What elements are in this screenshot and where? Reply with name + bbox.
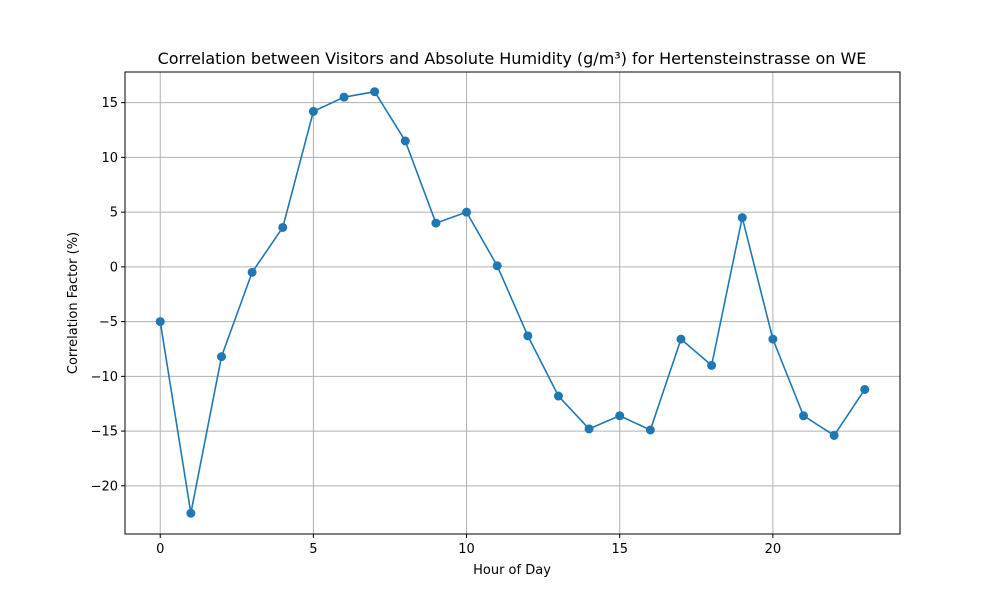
y-tick-label: −10	[91, 370, 118, 385]
data-point	[186, 508, 196, 518]
data-point	[645, 425, 655, 435]
data-point	[462, 207, 472, 217]
data-point	[216, 352, 226, 362]
data-point	[308, 106, 318, 116]
data-point	[860, 384, 870, 394]
data-point	[155, 317, 165, 327]
data-point	[737, 213, 747, 223]
x-tick-label: 20	[765, 542, 782, 557]
data-point	[707, 360, 717, 370]
y-tick-label: −20	[91, 479, 118, 494]
y-tick-label: 15	[101, 96, 118, 111]
series-group	[155, 87, 870, 518]
data-point	[829, 430, 839, 440]
data-point	[615, 411, 625, 421]
x-tick-label: 10	[458, 542, 475, 557]
data-point	[492, 261, 502, 271]
y-axis-label: Correlation Factor (%)	[66, 232, 81, 374]
data-point	[400, 136, 410, 146]
y-axis: −20 −15 −10 −5 0 5 10 15	[91, 96, 125, 494]
x-axis-label: Hour of Day	[473, 563, 551, 578]
data-point	[676, 334, 686, 344]
data-point	[523, 331, 533, 341]
y-tick-label: 10	[101, 151, 118, 166]
y-tick-label: 5	[110, 206, 118, 221]
data-point	[339, 92, 349, 102]
series-line	[159, 90, 866, 515]
data-point	[370, 87, 380, 97]
grid	[125, 72, 900, 534]
x-axis: 0 5 10 15 20	[156, 534, 781, 557]
y-tick-label: −5	[99, 315, 118, 330]
x-tick-label: 5	[309, 542, 317, 557]
y-tick-label: −15	[91, 425, 118, 440]
data-point	[768, 334, 778, 344]
y-tick-label: 0	[110, 260, 118, 275]
plot-frame	[124, 71, 901, 535]
data-point	[278, 222, 288, 232]
data-point	[247, 267, 257, 277]
data-point	[799, 411, 809, 421]
data-point	[431, 218, 441, 228]
x-tick-label: 15	[611, 542, 628, 557]
x-tick-label: 0	[156, 542, 164, 557]
data-point	[584, 424, 594, 434]
data-point	[553, 391, 563, 401]
chart-title: Correlation between Visitors and Absolut…	[158, 49, 867, 68]
